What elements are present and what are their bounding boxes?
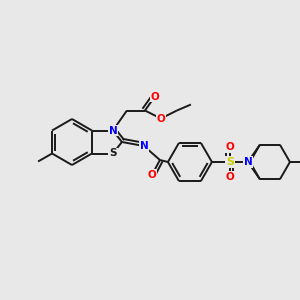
Text: N: N bbox=[140, 141, 148, 151]
Text: O: O bbox=[151, 92, 159, 101]
Text: O: O bbox=[226, 172, 234, 182]
Text: N: N bbox=[244, 157, 252, 167]
Text: S: S bbox=[226, 157, 234, 167]
Text: O: O bbox=[157, 113, 165, 124]
Text: O: O bbox=[226, 142, 234, 152]
Text: N: N bbox=[109, 125, 117, 136]
Text: S: S bbox=[109, 148, 117, 158]
Text: O: O bbox=[148, 170, 156, 180]
